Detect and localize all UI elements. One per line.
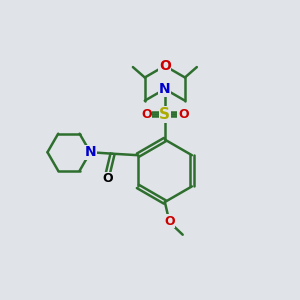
Text: N: N bbox=[159, 82, 171, 96]
Text: N: N bbox=[85, 145, 96, 159]
Text: O: O bbox=[159, 59, 171, 73]
Text: O: O bbox=[141, 108, 152, 121]
Text: O: O bbox=[178, 108, 189, 121]
Text: O: O bbox=[164, 215, 175, 228]
Text: O: O bbox=[102, 172, 112, 185]
Text: S: S bbox=[159, 107, 170, 122]
